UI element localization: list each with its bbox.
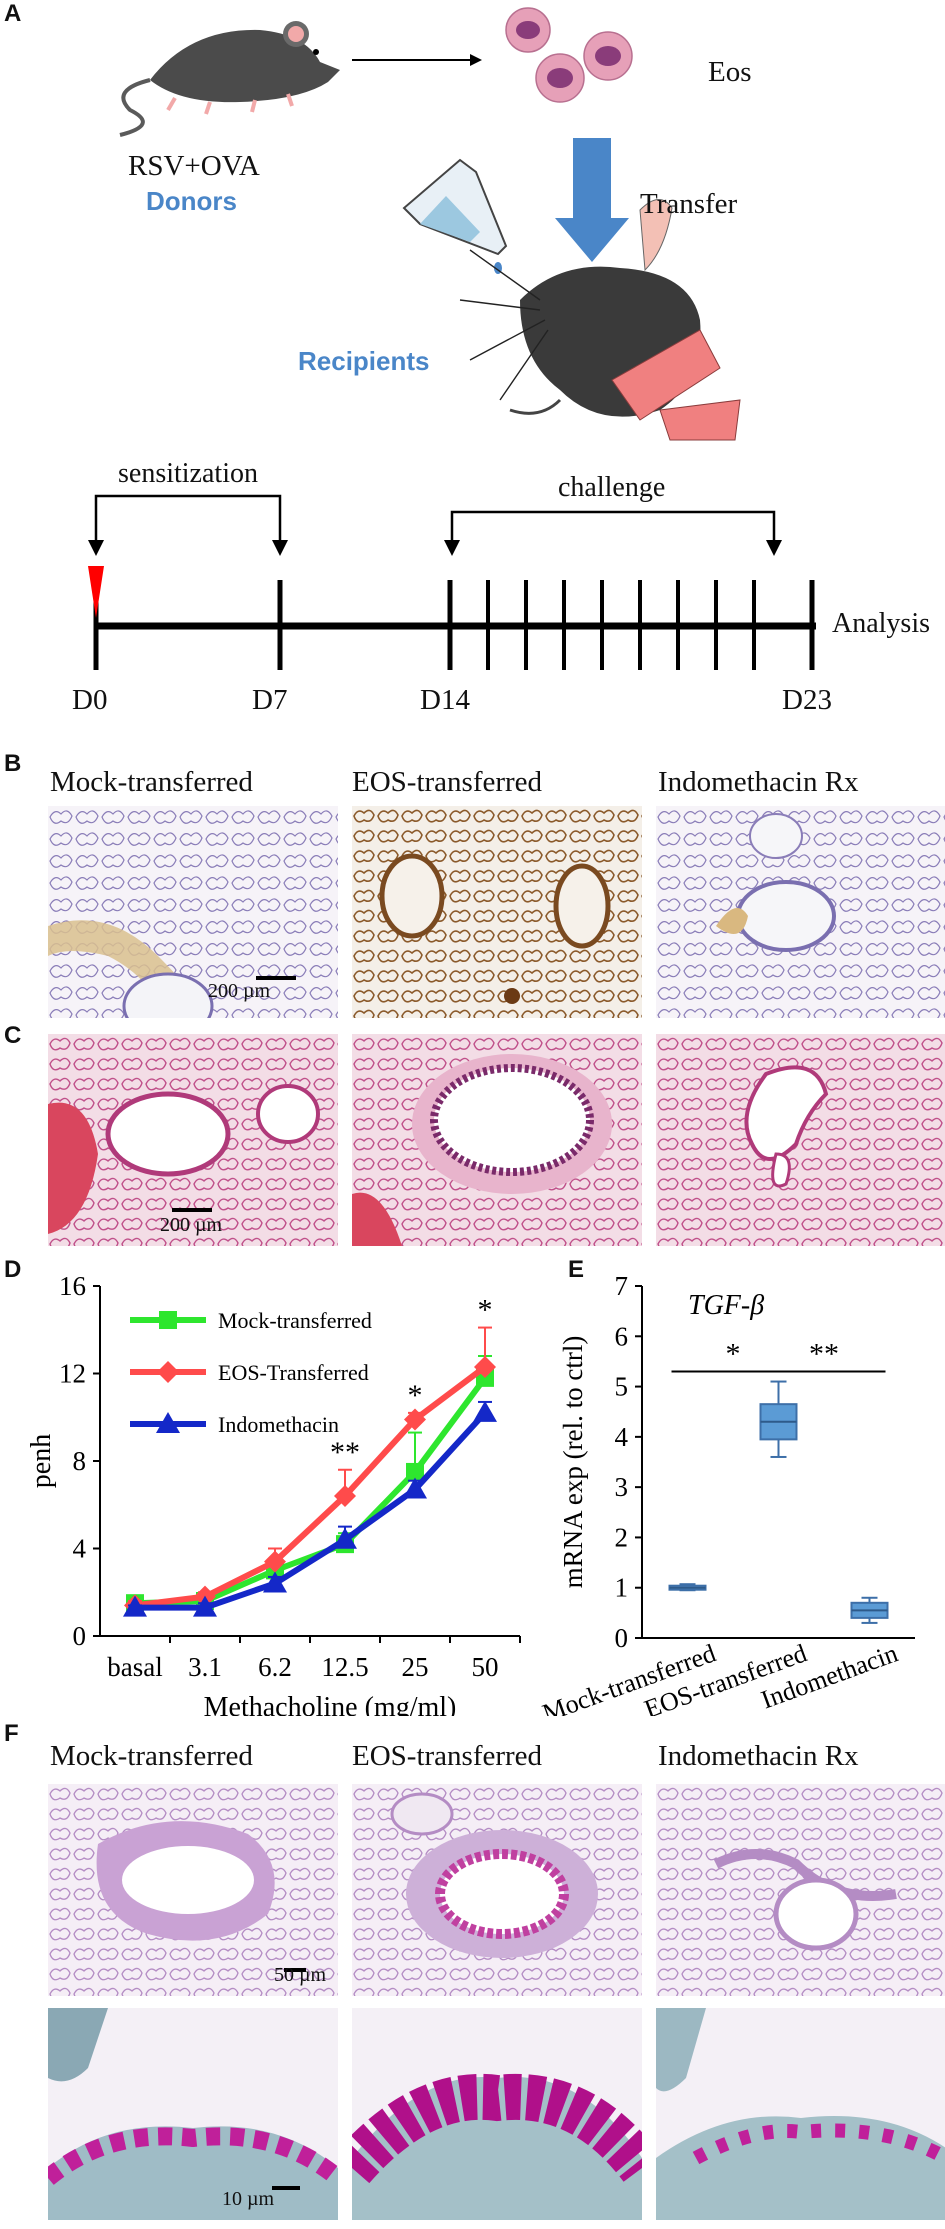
panel-label-b: B [4, 750, 22, 777]
timeline [88, 494, 816, 670]
y-axis-title: penh [26, 1434, 57, 1488]
panel-label-c: C [4, 1022, 22, 1049]
eos-label: Eos [708, 56, 752, 88]
panel-b-micrograph-eos [352, 806, 642, 1018]
y-tick-label: 1 [615, 1573, 629, 1603]
y-tick-label: 16 [59, 1271, 86, 1301]
data-point [193, 1595, 217, 1617]
panel-f-micrograph-mock-low [48, 1784, 338, 1996]
y-tick-label: 5 [615, 1372, 629, 1402]
panel-b-caption-eos: EOS-transferred [352, 766, 543, 798]
data-point [123, 1595, 147, 1617]
transfer-label: Transfer [640, 188, 738, 220]
day-label-d0: D0 [72, 684, 108, 716]
panel-a-schematic [88, 7, 816, 670]
x-tick-label: 50 [472, 1652, 499, 1682]
panel-b-micrograph-mock [48, 806, 338, 1018]
recipients-label: Recipients [298, 346, 430, 376]
legend-marker [156, 1412, 180, 1433]
x-tick-label: 12.5 [321, 1652, 368, 1682]
data-point [473, 1400, 497, 1422]
panel-label-d: D [4, 1256, 22, 1283]
panel-c-micrograph-eos [352, 1034, 642, 1246]
y-axis-title: mRNA exp (rel. to ctrl) [558, 1336, 588, 1589]
significance-marker: ** [809, 1337, 839, 1370]
sensitization-label: sensitization [118, 458, 258, 489]
panel-f-micrograph-eos-high [352, 2008, 642, 2220]
panel-f-micrograph-indomethacin-high [656, 2008, 945, 2220]
panel-f-micrograph-eos-low [352, 1784, 642, 1996]
data-point [264, 1550, 286, 1573]
panel-f-micrograph-indomethacin-low [656, 1784, 945, 1996]
panel-f-scale-bar-top: 50 µm [274, 1964, 327, 1986]
donors-label: Donors [146, 186, 237, 216]
panel-b-micrograph-indomethacin [656, 806, 945, 1018]
data-point [263, 1571, 287, 1593]
analysis-label: Analysis [832, 608, 930, 639]
y-tick-label: 4 [73, 1534, 87, 1564]
panel-label-e: E [568, 1256, 585, 1283]
donor-model-label: RSV+OVA [128, 150, 260, 182]
panel-label-f: F [4, 1720, 19, 1747]
donor-mouse-icon [119, 21, 340, 137]
pipette-icon [402, 158, 508, 274]
day-label-d23: D23 [782, 684, 832, 716]
panel-f-caption-mock: Mock-transferred [50, 1740, 253, 1772]
y-tick-label: 12 [59, 1359, 86, 1389]
panel-f-caption-indomethacin: Indomethacin Rx [658, 1740, 859, 1772]
panel-c-scale-bar: 200 µm [160, 1214, 223, 1236]
legend-label: Indomethacin [218, 1412, 339, 1437]
y-tick-label: 0 [73, 1621, 87, 1651]
panel-b-caption-mock: Mock-transferred [50, 766, 253, 798]
panel-c-micrograph-indomethacin [656, 1034, 945, 1246]
day-label-d14: D14 [420, 684, 470, 716]
recipient-mouse-icon [459, 199, 741, 441]
day0-marker-icon [88, 566, 104, 618]
y-tick-label: 8 [73, 1446, 87, 1476]
legend-label: EOS-Transferred [218, 1360, 369, 1385]
panel-f-caption-eos: EOS-transferred [352, 1740, 543, 1772]
y-tick-label: 4 [615, 1422, 629, 1452]
significance-marker: * [408, 1379, 423, 1412]
data-point [406, 1462, 424, 1481]
legend-label: Mock-transferred [218, 1308, 372, 1333]
day-label-d7: D7 [252, 684, 288, 716]
challenge-label: challenge [558, 472, 666, 503]
data-point [403, 1477, 427, 1499]
panel-label-a: A [4, 0, 22, 27]
x-tick-label: 3.1 [188, 1652, 222, 1682]
eosinophil-icon [505, 7, 633, 103]
legend-marker [159, 1311, 177, 1329]
panel-b-scale-bar: 200 µm [208, 980, 271, 1002]
series-line [134, 1376, 488, 1607]
panel-f-micrograph-mock-high [48, 2008, 338, 2220]
y-tick-label: 0 [615, 1623, 629, 1653]
data-point [404, 1408, 426, 1431]
x-tick-label: basal [107, 1652, 162, 1682]
y-tick-label: 6 [615, 1321, 629, 1351]
y-tick-label: 7 [615, 1271, 629, 1301]
x-tick-label: 25 [402, 1652, 429, 1682]
panel-d-chart: 0 4 8 12 16 basal 3.1 6.2 12.5 25 50 penh Methacholi… [26, 1271, 521, 1716]
significance-marker: ** [330, 1436, 360, 1469]
significance-marker: * [726, 1337, 741, 1370]
y-tick-label: 3 [615, 1472, 629, 1502]
series-line [135, 1410, 488, 1611]
panel-c-micrograph-mock [48, 1034, 338, 1246]
legend-marker [157, 1361, 179, 1383]
data-point [334, 1485, 356, 1507]
x-axis-title: Methacholine (mg/ml) [204, 1692, 457, 1716]
y-tick-label: 2 [615, 1522, 629, 1552]
data-point [474, 1355, 496, 1378]
series-line [134, 1364, 487, 1609]
x-tick-label: 6.2 [258, 1652, 292, 1682]
chart-title: TGF-β [688, 1290, 764, 1321]
panel-b-caption-indomethacin: Indomethacin Rx [658, 766, 859, 798]
significance-marker: * [478, 1294, 493, 1327]
panel-f-scale-bar-bottom: 10 µm [222, 2188, 275, 2210]
transfer-arrow-icon [555, 138, 629, 262]
data-point [333, 1527, 357, 1549]
